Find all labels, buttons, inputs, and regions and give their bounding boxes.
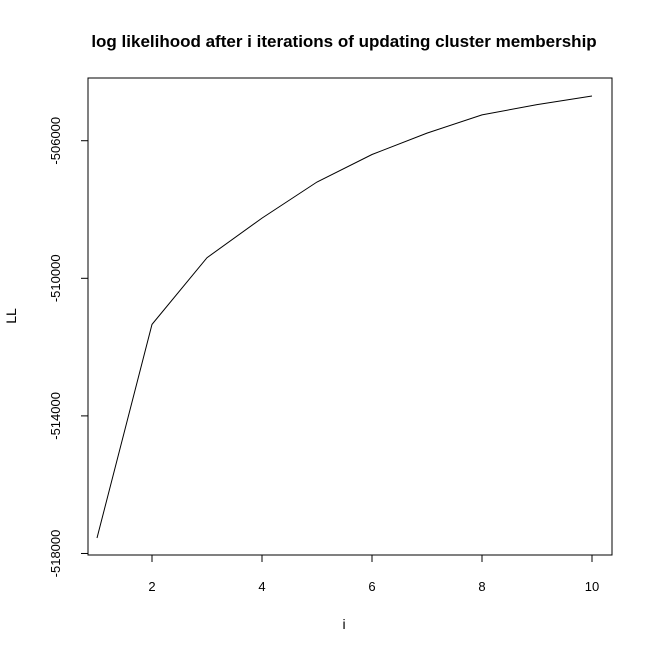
y-tick-label: -514000 xyxy=(48,392,63,440)
x-tick-label: 4 xyxy=(258,579,265,594)
x-tick-label: 8 xyxy=(478,579,485,594)
y-tick-label: -518000 xyxy=(48,530,63,578)
y-axis-label: LL xyxy=(3,308,19,324)
series-layer xyxy=(96,95,593,539)
y-tick-label: -510000 xyxy=(48,254,63,302)
x-axis: 2 4 6 8 10 xyxy=(148,554,599,594)
y-axis: -518000 -514000 -510000 -506000 xyxy=(48,117,89,578)
x-axis-label: i xyxy=(342,616,345,632)
x-tick-label: 2 xyxy=(148,579,155,594)
y-tick-label: -506000 xyxy=(48,117,63,165)
series-line xyxy=(96,95,593,539)
x-tick-label: 6 xyxy=(368,579,375,594)
x-tick-label: 10 xyxy=(585,579,599,594)
chart-title: log likelihood after i iterations of upd… xyxy=(91,32,596,51)
